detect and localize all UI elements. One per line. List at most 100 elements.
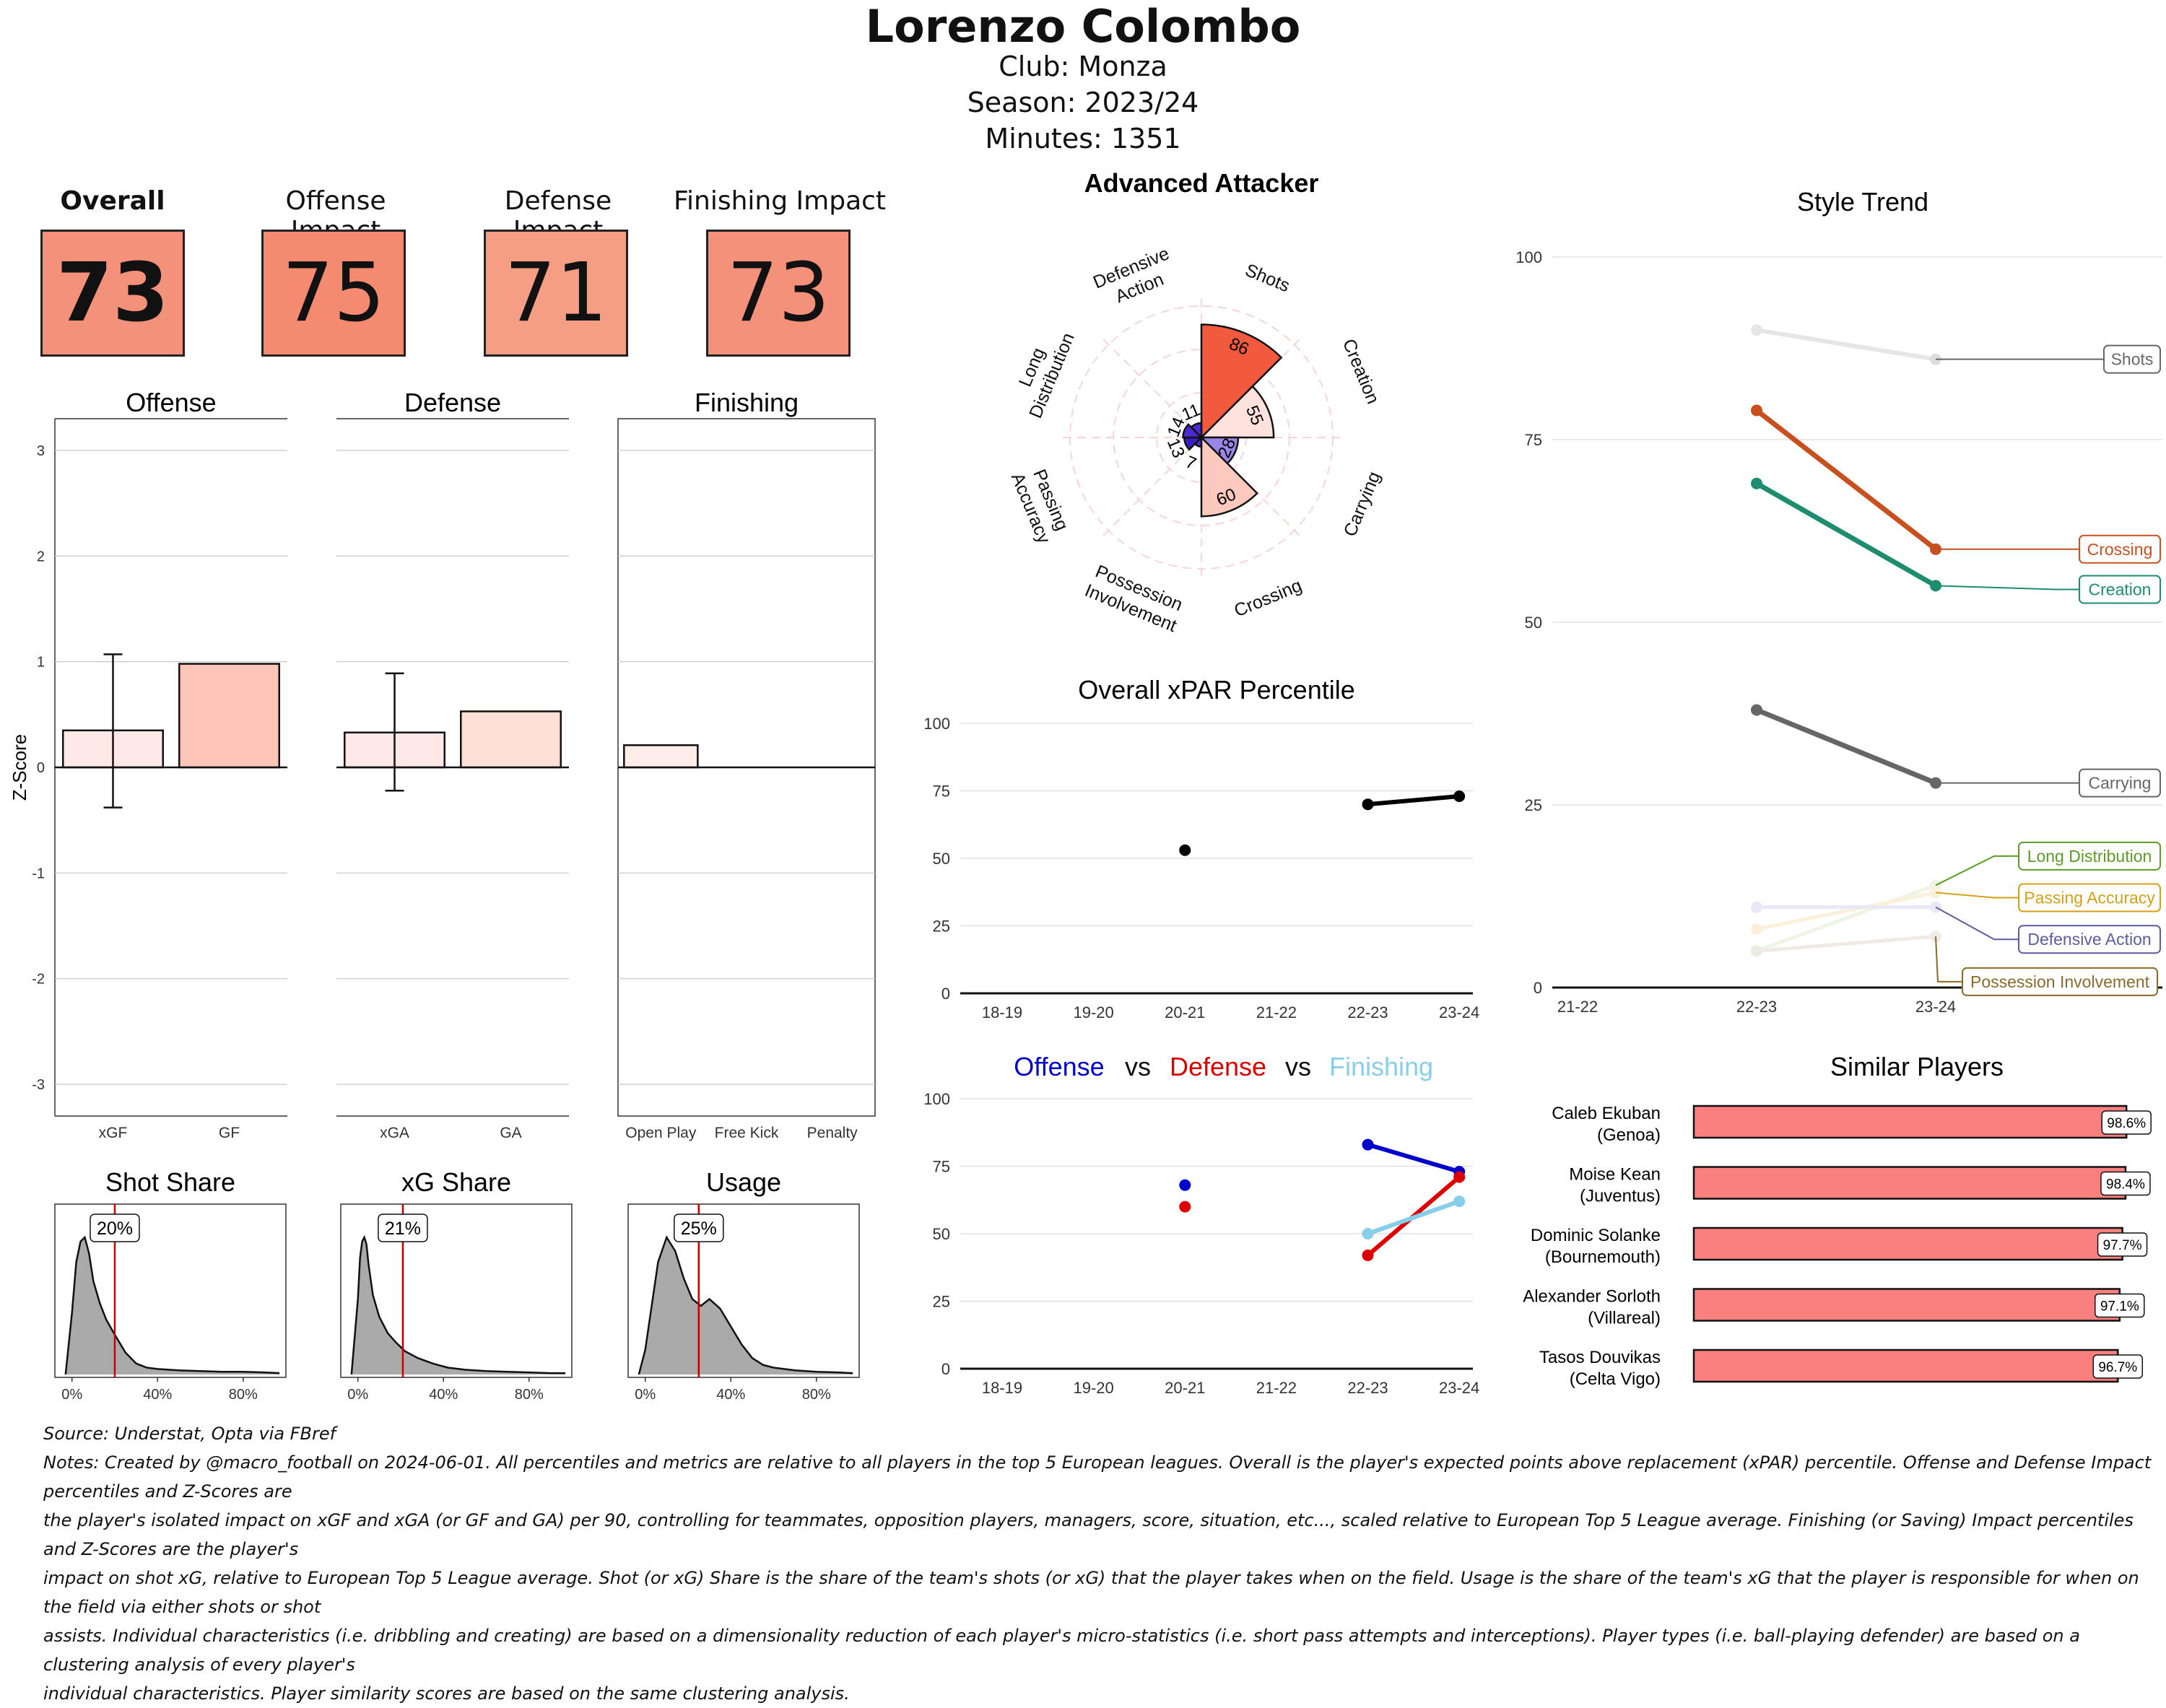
x-tick-label: 40% — [716, 1387, 745, 1403]
x-tick-label: xGA — [380, 1125, 409, 1141]
club-subtitle: Club: Monza — [999, 51, 1167, 82]
radar-spoke — [1201, 437, 1302, 539]
y-tick-label: 75 — [1525, 431, 1542, 449]
series-point — [1751, 704, 1762, 716]
x-tick-label: Free Kick — [715, 1125, 779, 1141]
y-tick-label: 25 — [1525, 796, 1542, 814]
x-tick-label: xGF — [99, 1125, 128, 1141]
similarity-bar — [1692, 1348, 2119, 1383]
x-tick-label: 40% — [429, 1387, 458, 1403]
minutes-subtitle: Minutes: 1351 — [985, 123, 1181, 154]
series-label: Carrying — [2089, 774, 2152, 793]
series-line — [1755, 481, 1937, 588]
x-tick-label: 80% — [515, 1387, 544, 1403]
y-tick-label: -3 — [32, 1077, 45, 1093]
radar-axis-label: Crossing — [1231, 575, 1305, 622]
chart-title-part: vs — [1125, 1052, 1151, 1081]
player-name-title: Lorenzo Colombo — [865, 0, 1301, 53]
x-tick-label: GF — [219, 1125, 240, 1141]
radar-value-label: 7 — [1183, 453, 1199, 474]
radar-wedge — [1182, 423, 1204, 439]
series-label-box — [1962, 967, 2158, 996]
series-point — [1362, 1249, 1374, 1261]
y-tick-label: 75 — [933, 783, 950, 801]
series-point — [1179, 1201, 1191, 1213]
similarity-label-box — [2095, 1293, 2145, 1318]
notes-line: assists. Individual characteristics (i.e… — [43, 1626, 2080, 1675]
y-tick-label: 100 — [923, 1090, 950, 1108]
offense-impact-value-box: 75 — [261, 230, 406, 357]
y-tick-label: 100 — [923, 715, 950, 733]
player-name: Tasos Douvikas — [1539, 1348, 1661, 1367]
x-tick-label: 19-20 — [1073, 1379, 1113, 1397]
series-label: Defensive Action — [2027, 930, 2151, 949]
series-line — [1756, 934, 1936, 953]
similarity-label: 96.7% — [2098, 1360, 2137, 1375]
series-point — [1751, 901, 1762, 913]
player-name: Moise Kean — [1569, 1165, 1661, 1185]
source-note: Source: Understat, Opta via FBref — [43, 1424, 336, 1444]
y-tick-label: -2 — [32, 972, 45, 988]
panel-title: Shot Share — [105, 1167, 235, 1197]
share-density-charts: Shot Share 20% 0% 40% 80% xG Share 21% 0% 40% 80%… — [54, 1167, 860, 1403]
x-tick-label: 23-24 — [1915, 998, 1956, 1016]
density-area — [65, 1237, 280, 1374]
density-line — [350, 1234, 566, 1375]
x-tick-label: 21-22 — [1256, 1003, 1297, 1021]
overall-label: Overall — [60, 186, 165, 216]
player-club: (Bournemouth) — [1545, 1247, 1661, 1267]
marker-label-box — [674, 1214, 724, 1242]
x-tick-label: 20-21 — [1165, 1003, 1205, 1021]
series-point — [1453, 790, 1466, 802]
density-line — [638, 1235, 853, 1375]
y-tick-label: 100 — [1515, 248, 1542, 266]
chart-title: Similar Players — [1830, 1052, 2004, 1081]
similarity-label-box — [2100, 1171, 2151, 1196]
similarity-bar — [1692, 1288, 2121, 1322]
series-point — [1179, 844, 1191, 856]
overall-value-box: 73 — [40, 230, 185, 357]
series-label: Long Distribution — [2027, 847, 2152, 866]
radar-axis-label: Carrying — [1340, 469, 1385, 539]
radar-axis-label: Shots — [1243, 260, 1293, 296]
series-line — [1367, 1142, 1460, 1174]
series-point — [1453, 1171, 1466, 1183]
notes-line: individual characteristics. Player simil… — [43, 1683, 850, 1704]
marker-label: 21% — [385, 1219, 421, 1239]
similarity-bar — [1692, 1226, 2123, 1261]
x-tick-label: 0% — [61, 1387, 82, 1403]
x-tick-label: 22-23 — [1347, 1003, 1388, 1021]
x-tick-label: Open Play — [625, 1125, 697, 1141]
series-point — [1751, 404, 1762, 417]
chart-title-part: vs — [1285, 1052, 1311, 1081]
radar-axis-label: Creation — [1339, 336, 1383, 407]
x-tick-label: 20-21 — [1165, 1379, 1205, 1397]
radar-spoke — [1201, 336, 1302, 438]
series-line — [1756, 890, 1936, 931]
similarity-label-box — [2101, 1110, 2152, 1135]
chart-title-part: Offense — [1014, 1052, 1104, 1081]
finishing-impact-value-box: 73 — [706, 230, 851, 357]
series-point — [1751, 324, 1762, 336]
player-name: Caleb Ekuban — [1552, 1104, 1661, 1123]
series-line — [1754, 408, 1938, 552]
radar-wedge — [1190, 422, 1203, 440]
finishing-impact-label: Finishing Impact — [673, 186, 887, 216]
player-club: (Juventus) — [1580, 1187, 1661, 1206]
y-tick-label: 0 — [941, 985, 950, 1003]
series-point — [1362, 1138, 1374, 1151]
y-tick-label: 25 — [933, 918, 950, 936]
y-tick-label: 75 — [933, 1158, 950, 1176]
series-line — [1367, 793, 1460, 807]
radar-wedge — [1200, 435, 1258, 518]
similarity-bar — [1692, 1166, 2127, 1200]
x-tick-label: 40% — [143, 1387, 172, 1403]
series-label-box — [2018, 883, 2161, 912]
panel-title: Offense — [126, 388, 216, 417]
chart-title-part: Finishing — [1329, 1052, 1433, 1081]
bar — [623, 744, 699, 769]
y-tick-label: 1 — [37, 655, 45, 671]
x-tick-label: 80% — [802, 1387, 831, 1403]
x-tick-label: 80% — [229, 1387, 258, 1403]
x-tick-label: 18-19 — [982, 1003, 1022, 1021]
